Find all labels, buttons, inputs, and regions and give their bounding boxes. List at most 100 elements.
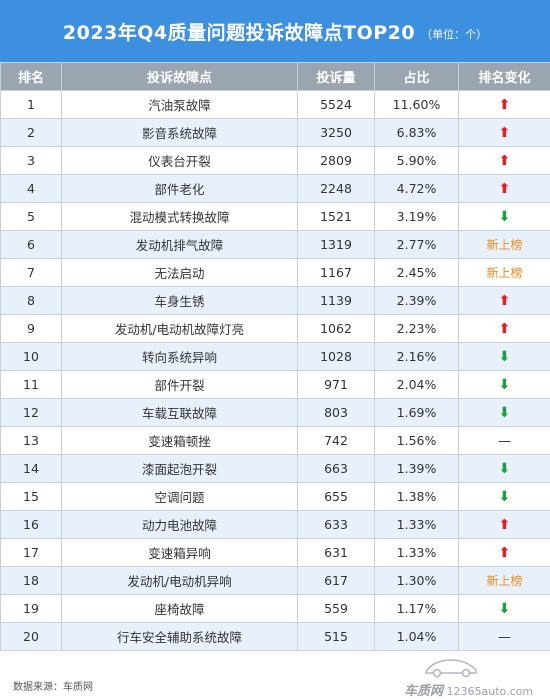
arrow-down-icon: ⬇: [498, 460, 511, 477]
cell-fault: 座椅故障: [61, 594, 298, 623]
cell-count: 803: [297, 398, 375, 427]
cell-count: 5524: [297, 90, 375, 119]
table-row: 13 变速箱顿挫 742 1.56% —: [0, 426, 550, 455]
cell-fault: 部件开裂: [61, 370, 298, 399]
arrow-up-icon: ⬆: [498, 96, 511, 113]
cell-share: 1.04%: [374, 622, 459, 651]
cell-count: 515: [297, 622, 375, 651]
cell-count: 1319: [297, 230, 375, 259]
ranking-table: 排名 投诉故障点 投诉量 占比 排名变化 1 汽油泵故障 5524 11.60% ⬆ 2 影…: [0, 62, 550, 651]
column-header-rank: 排名: [0, 62, 62, 91]
cell-share: 2.04%: [374, 370, 459, 399]
cell-share: 1.38%: [374, 482, 459, 511]
arrow-up-icon: ⬆: [498, 516, 511, 533]
cell-rank: 11: [0, 370, 62, 399]
cell-change: ⬆: [458, 510, 550, 539]
cell-change: —: [458, 622, 550, 651]
cell-change: ⬇: [458, 398, 550, 427]
cell-count: 633: [297, 510, 375, 539]
table-row: 18 发动机/电动机异响 617 1.30% 新上榜: [0, 566, 550, 595]
cell-count: 742: [297, 426, 375, 455]
page-title: 2023年Q4质量问题投诉故障点TOP20: [62, 21, 416, 44]
cell-rank: 15: [0, 482, 62, 511]
cell-count: 631: [297, 538, 375, 567]
table-row: 8 车身生锈 1139 2.39% ⬆: [0, 286, 550, 315]
table-row: 15 空调问题 655 1.38% ⬇: [0, 482, 550, 511]
no-change-icon: —: [498, 629, 511, 645]
brand-logo: 车质网 12365auto.com: [404, 654, 544, 699]
cell-rank: 16: [0, 510, 62, 539]
table-row: 11 部件开裂 971 2.04% ⬇: [0, 370, 550, 399]
cell-count: 1062: [297, 314, 375, 343]
cell-change: ⬇: [458, 342, 550, 371]
table-row: 16 动力电池故障 633 1.33% ⬆: [0, 510, 550, 539]
cell-share: 2.45%: [374, 258, 459, 287]
unit-label: （单位：个）: [421, 28, 488, 41]
arrow-up-icon: ⬆: [498, 292, 511, 309]
cell-rank: 12: [0, 398, 62, 427]
arrow-up-icon: ⬆: [498, 124, 511, 141]
arrow-up-icon: ⬆: [498, 180, 511, 197]
cell-change: ⬇: [458, 594, 550, 623]
logo-url: 12365auto.com: [446, 685, 534, 698]
table-row: 6 发动机排气故障 1319 2.77% 新上榜: [0, 230, 550, 259]
cell-fault: 发动机排气故障: [61, 230, 298, 259]
cell-change: ⬆: [458, 174, 550, 203]
cell-rank: 14: [0, 454, 62, 483]
cell-rank: 3: [0, 146, 62, 175]
cell-fault: 空调问题: [61, 482, 298, 511]
arrow-down-icon: ⬇: [498, 488, 511, 505]
cell-fault: 混动模式转换故障: [61, 202, 298, 231]
cell-fault: 部件老化: [61, 174, 298, 203]
cell-count: 1521: [297, 202, 375, 231]
cell-change: ⬆: [458, 90, 550, 119]
title-bar: 2023年Q4质量问题投诉故障点TOP20 （单位：个）: [0, 0, 550, 62]
cell-fault: 变速箱顿挫: [61, 426, 298, 455]
cell-count: 559: [297, 594, 375, 623]
footer: 数据来源：车质网 车质网 12365auto.com: [0, 648, 550, 700]
cell-share: 1.33%: [374, 538, 459, 567]
new-entry-label: 新上榜: [486, 238, 523, 252]
cell-count: 1167: [297, 258, 375, 287]
column-header-fault: 投诉故障点: [61, 62, 298, 91]
table-row: 4 部件老化 2248 4.72% ⬆: [0, 174, 550, 203]
cell-change: ⬇: [458, 482, 550, 511]
cell-fault: 车身生锈: [61, 286, 298, 315]
cell-count: 2248: [297, 174, 375, 203]
table-row: 10 转向系统异响 1028 2.16% ⬇: [0, 342, 550, 371]
arrow-down-icon: ⬇: [498, 404, 511, 421]
arrow-up-icon: ⬆: [498, 320, 511, 337]
cell-count: 971: [297, 370, 375, 399]
cell-change: ⬆: [458, 314, 550, 343]
cell-fault: 动力电池故障: [61, 510, 298, 539]
cell-share: 4.72%: [374, 174, 459, 203]
cell-count: 655: [297, 482, 375, 511]
table-header-row: 排名 投诉故障点 投诉量 占比 排名变化: [0, 62, 550, 91]
column-header-share: 占比: [374, 62, 459, 91]
cell-rank: 19: [0, 594, 62, 623]
cell-rank: 2: [0, 118, 62, 147]
cell-rank: 9: [0, 314, 62, 343]
arrow-down-icon: ⬇: [498, 600, 511, 617]
cell-change: ⬆: [458, 118, 550, 147]
table-row: 5 混动模式转换故障 1521 3.19% ⬇: [0, 202, 550, 231]
cell-rank: 13: [0, 426, 62, 455]
cell-change: ⬆: [458, 146, 550, 175]
column-header-change: 排名变化: [458, 62, 550, 91]
new-entry-label: 新上榜: [486, 574, 523, 588]
column-header-count: 投诉量: [297, 62, 375, 91]
car-logo-icon: [425, 659, 477, 678]
table-row: 1 汽油泵故障 5524 11.60% ⬆: [0, 90, 550, 119]
arrow-down-icon: ⬇: [498, 376, 511, 393]
cell-change: ⬇: [458, 370, 550, 399]
cell-rank: 7: [0, 258, 62, 287]
cell-count: 3250: [297, 118, 375, 147]
cell-fault: 行车安全辅助系统故障: [61, 622, 298, 651]
cell-share: 1.17%: [374, 594, 459, 623]
cell-change: ⬇: [458, 454, 550, 483]
cell-count: 1028: [297, 342, 375, 371]
logo-text: 车质网 12365auto.com: [404, 680, 533, 699]
cell-rank: 6: [0, 230, 62, 259]
cell-count: 1139: [297, 286, 375, 315]
arrow-down-icon: ⬇: [498, 348, 511, 365]
